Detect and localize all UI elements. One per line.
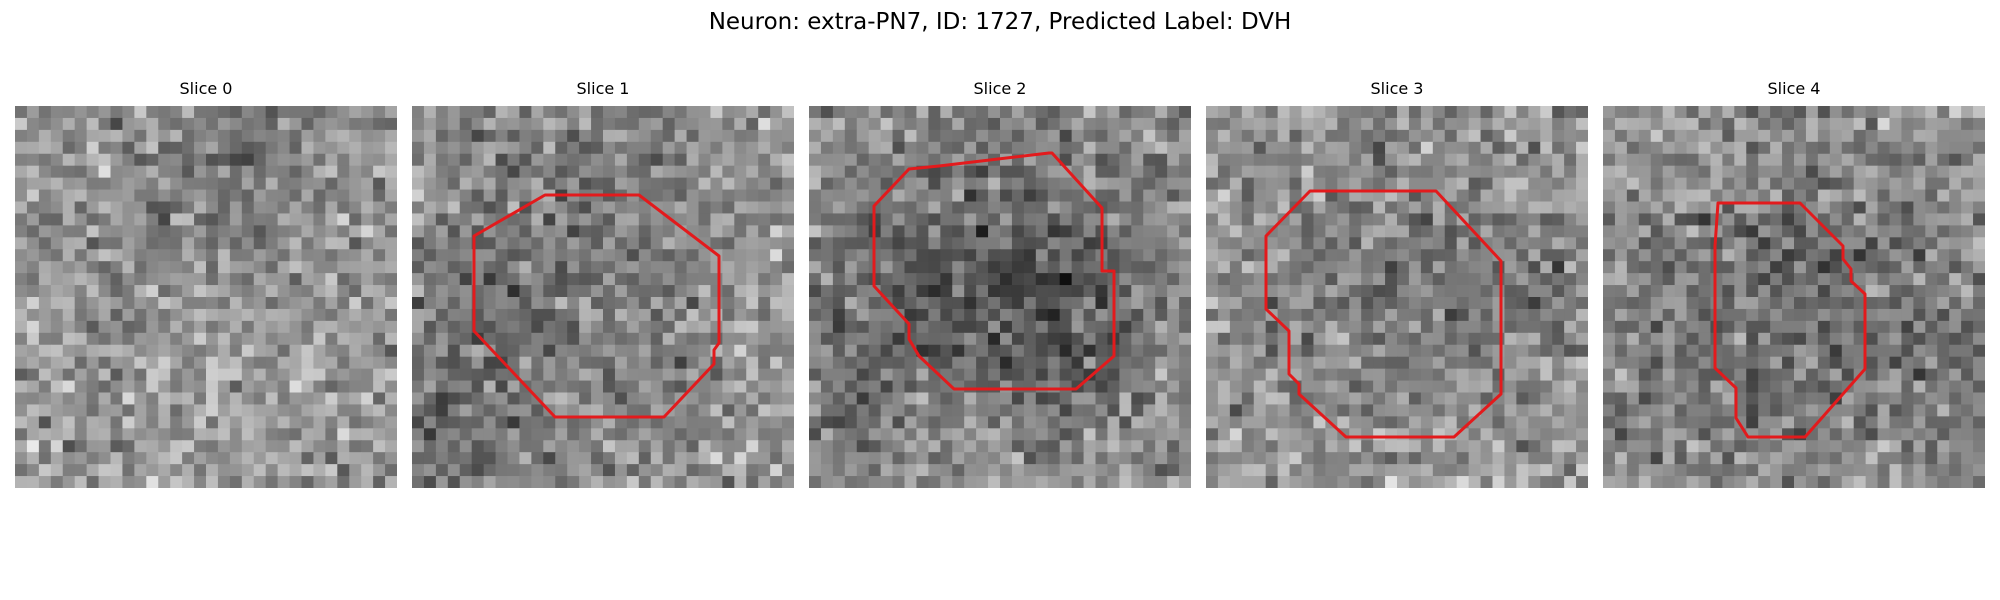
slice-panel-4: Slice 4 [1603, 79, 1985, 488]
slice-title: Slice 3 [1370, 79, 1424, 98]
slice-title: Slice 2 [973, 79, 1027, 98]
slice-image [1206, 106, 1588, 488]
slice-title: Slice 1 [576, 79, 630, 98]
slice-image [809, 106, 1191, 488]
slice-image [412, 106, 794, 488]
slice-title: Slice 0 [179, 79, 233, 98]
roi-outline [1264, 189, 1503, 439]
slice-image [15, 106, 397, 488]
roi-outline [472, 193, 721, 419]
roi-outline [872, 151, 1116, 391]
slice-panel-1: Slice 1 [412, 79, 794, 488]
roi-outline [1713, 201, 1867, 439]
figure-title: Neuron: extra-PN7, ID: 1727, Predicted L… [708, 9, 1292, 35]
slice-title: Slice 4 [1767, 79, 1821, 98]
slice-panel-2: Slice 2 [809, 79, 1191, 488]
slice-panel-0: Slice 0 [15, 79, 397, 488]
slice-panel-3: Slice 3 [1206, 79, 1588, 488]
slice-image [1603, 106, 1985, 488]
